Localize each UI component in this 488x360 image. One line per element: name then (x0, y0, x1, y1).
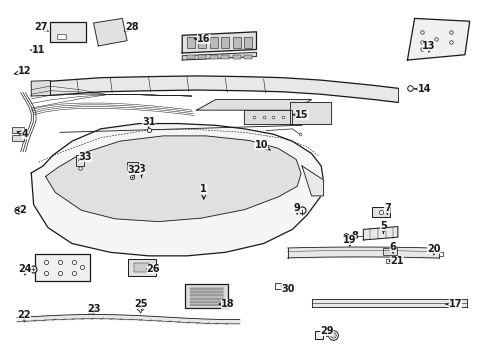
Text: 28: 28 (124, 22, 139, 32)
Bar (209, 37, 217, 48)
Bar (57, 33, 66, 39)
Text: 13: 13 (421, 41, 435, 52)
Polygon shape (196, 100, 311, 110)
Bar (12, 127, 24, 134)
Polygon shape (182, 32, 256, 53)
Polygon shape (93, 18, 127, 46)
Text: 15: 15 (292, 110, 308, 120)
Text: 24: 24 (18, 264, 32, 275)
FancyBboxPatch shape (184, 284, 228, 308)
Bar (209, 55, 217, 59)
Polygon shape (50, 76, 397, 102)
Polygon shape (45, 136, 301, 222)
Text: 6: 6 (389, 242, 396, 253)
Text: 25: 25 (134, 299, 148, 310)
Bar (198, 55, 206, 59)
Text: 11: 11 (31, 45, 45, 55)
Text: 29: 29 (320, 326, 333, 336)
FancyBboxPatch shape (35, 254, 90, 280)
Text: 5: 5 (379, 221, 386, 234)
Text: 14: 14 (414, 84, 430, 94)
Text: 4: 4 (17, 129, 28, 139)
Text: 33: 33 (78, 152, 92, 162)
Polygon shape (244, 110, 292, 124)
Text: 22: 22 (17, 310, 31, 320)
Bar (76, 155, 84, 166)
Text: 23: 23 (86, 304, 100, 314)
Text: 20: 20 (426, 244, 440, 255)
Text: 12: 12 (15, 66, 32, 76)
Bar (232, 37, 240, 48)
Text: 19: 19 (343, 235, 356, 246)
Text: 26: 26 (146, 264, 160, 274)
Bar (221, 55, 229, 59)
Text: 32: 32 (127, 165, 141, 176)
Polygon shape (31, 81, 50, 96)
Text: 16: 16 (194, 34, 210, 44)
Polygon shape (407, 18, 469, 60)
Bar (221, 37, 229, 48)
Text: 7: 7 (383, 203, 390, 214)
Text: 17: 17 (445, 299, 461, 309)
Polygon shape (302, 166, 323, 196)
Text: 2: 2 (16, 205, 26, 215)
Text: 3: 3 (138, 165, 144, 177)
Bar (371, 207, 389, 217)
Polygon shape (289, 102, 330, 124)
Bar (186, 55, 194, 59)
Bar (382, 248, 396, 255)
Bar (244, 37, 252, 48)
Text: 10: 10 (254, 140, 270, 150)
Text: 21: 21 (388, 256, 403, 266)
Bar (12, 135, 24, 141)
Bar (50, 22, 86, 42)
Text: 8: 8 (348, 231, 357, 242)
Bar (198, 37, 206, 48)
Bar (127, 162, 137, 170)
FancyBboxPatch shape (128, 259, 156, 276)
Bar (232, 55, 240, 59)
Polygon shape (363, 226, 397, 240)
Text: 27: 27 (34, 22, 48, 32)
Text: 9: 9 (293, 203, 300, 214)
Bar (186, 37, 194, 48)
Polygon shape (31, 123, 323, 256)
Bar (244, 55, 252, 59)
Polygon shape (182, 52, 256, 60)
Text: 18: 18 (219, 299, 234, 309)
Text: 31: 31 (142, 117, 155, 128)
Bar (134, 262, 148, 273)
Text: 30: 30 (280, 284, 294, 294)
Text: 1: 1 (200, 184, 207, 199)
